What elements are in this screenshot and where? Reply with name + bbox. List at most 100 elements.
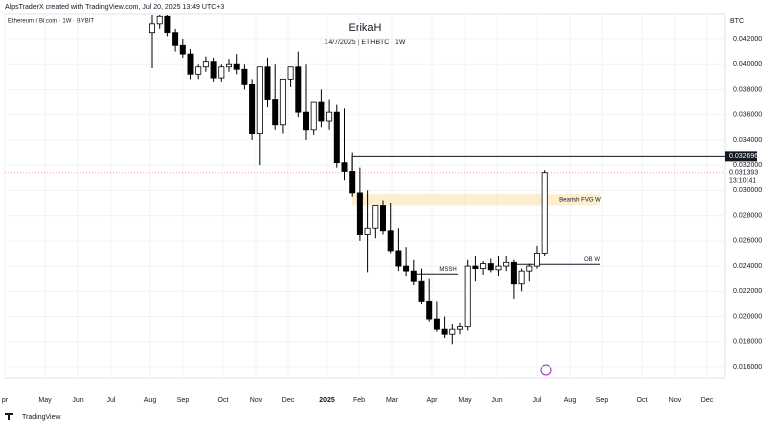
annotation-label: Bearish FVG W [559,197,601,203]
y-tick-label: 0.026000 [733,238,762,245]
header: AlpsTraderX created with TradingView.com… [5,4,224,11]
candle-body [318,101,325,122]
x-tick-label: Dec [282,397,295,404]
candle-body [518,270,525,285]
symbol: Ethereum / Bitcoin · 1W · BYBIT [8,19,94,25]
candle-body [372,205,379,229]
candle-body [433,318,440,330]
x-tick-label: Jul [533,397,542,404]
candle-body [179,44,186,55]
x-tick-label: Sep [596,397,609,404]
annotation-label: MSSH [439,267,456,273]
x-tick-label: Oct [637,397,648,404]
candle-body [272,99,279,126]
candle-body [480,263,487,270]
candle-body [249,84,256,135]
x-tick-label: Apr [427,397,439,404]
y-tick-label: 0.036000 [733,112,762,119]
candle-body [156,15,163,25]
candle-body [379,205,386,232]
x-tick-label: May [458,397,472,404]
candle-body [403,265,410,272]
x-tick-label: Mar [386,397,399,404]
candle-body [534,253,541,267]
candle-body [410,270,417,282]
alert-icon [540,364,552,376]
y-tick-label: 0.018000 [733,339,762,346]
x-tick-label: Oct [218,397,229,404]
candle-body [241,68,248,85]
y-tick-label: 0.040000 [733,61,762,68]
countdown: 13:10:41 [729,178,756,185]
candle-body [233,63,240,70]
currency: BTC [730,18,744,25]
candle-body [172,32,179,46]
candle-body [256,66,263,135]
footer: TradingView [22,414,61,421]
candle-body [387,230,394,252]
x-tick-label: Nov [250,397,263,404]
candle-body [472,265,479,270]
x-tick-label: Sep [177,397,190,404]
x-tick-label: May [38,397,52,404]
y-tick-label: 0.022000 [733,288,762,295]
candle-body [195,66,202,75]
y-tick-label: 0.028000 [733,212,762,219]
candle-body [464,265,471,328]
price-label: 0.031393 [729,170,758,177]
x-tick-label: Aug [564,397,577,404]
y-tick-label: 0.038000 [733,86,762,93]
x-tick-label: Jun [491,397,502,404]
chart-subtitle: 14/7/2025 | ETHBTC | 1W [324,39,405,46]
candle-body [395,250,402,267]
candle-body [302,111,309,131]
logo [5,413,13,420]
level-label: 0.032696 [729,153,758,160]
candle-body [326,111,333,122]
x-tick-label: Jun [72,397,83,404]
y-tick-label: 0.032000 [733,162,762,169]
annotation-label: OB W [584,257,600,263]
candle-body [541,172,548,254]
candle-body [449,328,456,335]
candle-body [264,66,271,100]
x-tick-label: Feb [353,397,365,404]
candle-body [487,263,494,271]
candle-body [202,61,209,68]
chart-title: ErikaH [348,22,381,34]
fvg-zone [352,194,600,206]
candle-body [164,15,171,34]
candle-body [218,66,225,79]
candle-body [495,265,502,271]
candle-body [279,78,286,126]
y-tick-label: 0.030000 [733,187,762,194]
x-tick-label: Jul [107,397,116,404]
candle-body [187,53,194,75]
x-tick-label: Nov [669,397,682,404]
candle-body [210,61,217,79]
candle-body [349,171,356,194]
candle-body [456,326,463,330]
y-tick-label: 0.024000 [733,263,762,270]
x-tick-label: Dec [701,397,714,404]
candle-body [510,261,517,285]
candle-body [310,101,317,131]
candle-body [148,23,155,34]
level-tag [725,151,757,162]
y-tick-label: 0.020000 [733,313,762,320]
x-tick-label: 2025 [319,397,335,404]
candle-body [503,261,510,267]
candle-body [295,66,302,113]
y-tick-label: 0.016000 [733,364,762,371]
candle-body [426,301,433,320]
candle-body [364,227,371,235]
candle-body [341,162,348,172]
x-tick-label: Aug [144,397,157,404]
candle-body [418,280,425,302]
candle-body [287,66,294,80]
y-tick-label: 0.042000 [733,36,762,43]
candle-body [225,63,232,68]
candle-body [333,111,340,164]
candle-body [526,265,533,272]
